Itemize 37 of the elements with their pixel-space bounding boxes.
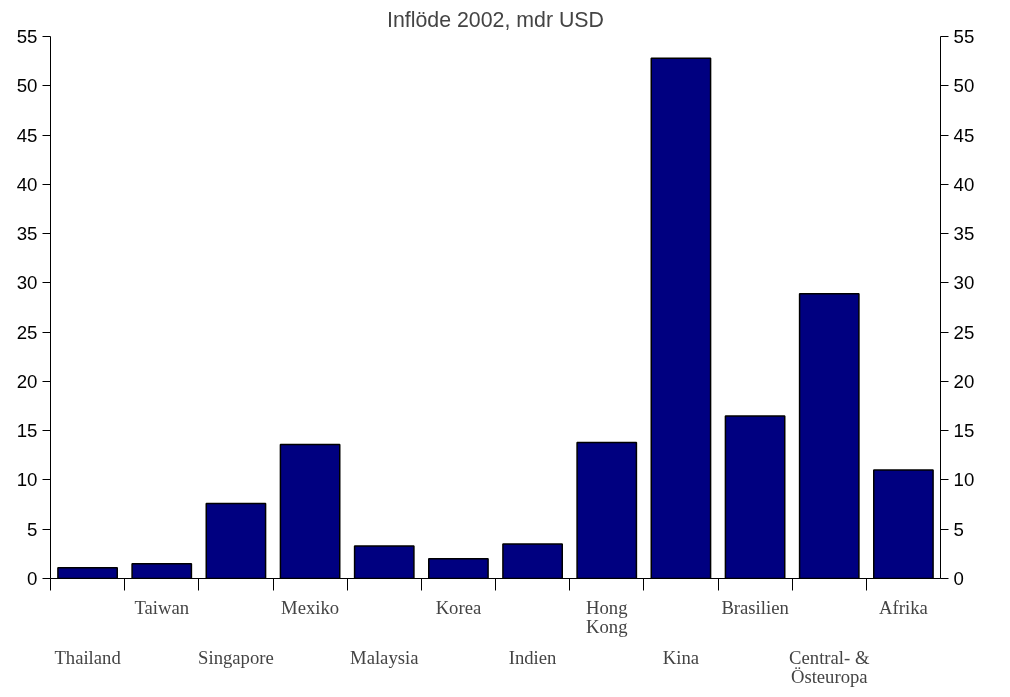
y2-tick-label: 25 [953,321,975,343]
y2-tick-label: 5 [953,518,964,540]
chart-title: Inflöde 2002, mdr USD [387,7,604,32]
x-tick-label: Kina [662,646,700,668]
x-tick-label: Thailand [54,646,122,668]
y2-tick-label: 20 [953,370,975,392]
x-tick-label: Central- & Östeuropa [789,646,870,688]
y-tick-label: 25 [16,321,38,343]
y-tick-label: 15 [16,420,38,442]
x-tick-label: Indien [508,646,558,668]
y-tick-label: 0 [27,568,38,589]
y2-tick-label: 45 [953,124,975,146]
y-tick-label: 5 [27,518,38,540]
y-tick-label: 35 [16,223,38,245]
x-tick-label: Taiwan [134,596,190,618]
x-tick-label: Mexiko [281,596,340,618]
y-tick-label: 30 [16,272,38,294]
y2-tick-label: 15 [953,420,975,442]
y2-tick-label: 55 [953,26,975,47]
y-tick-label: 20 [16,370,38,392]
y2-tick-label: 0 [953,568,964,589]
y-tick-label: 40 [16,173,38,195]
y-tick-label: 55 [16,26,38,47]
x-tick-label: Afrika [879,596,929,618]
y-tick-label: 10 [16,469,38,491]
x-tick-label: Brasilien [721,596,790,618]
x-tick-label: Korea [435,596,482,618]
x-tick-label: Malaysia [350,646,420,668]
y-tick-label: 45 [16,124,38,146]
y2-tick-label: 35 [953,223,975,245]
y2-tick-label: 30 [953,272,975,294]
y2-tick-label: 10 [953,469,975,491]
x-tick-label: Singapore [198,646,274,668]
y2-tick-label: 40 [953,173,975,195]
y-tick-label: 50 [16,75,38,97]
x-tick-label: Hong Kong [586,596,628,638]
y2-tick-label: 50 [953,75,975,97]
